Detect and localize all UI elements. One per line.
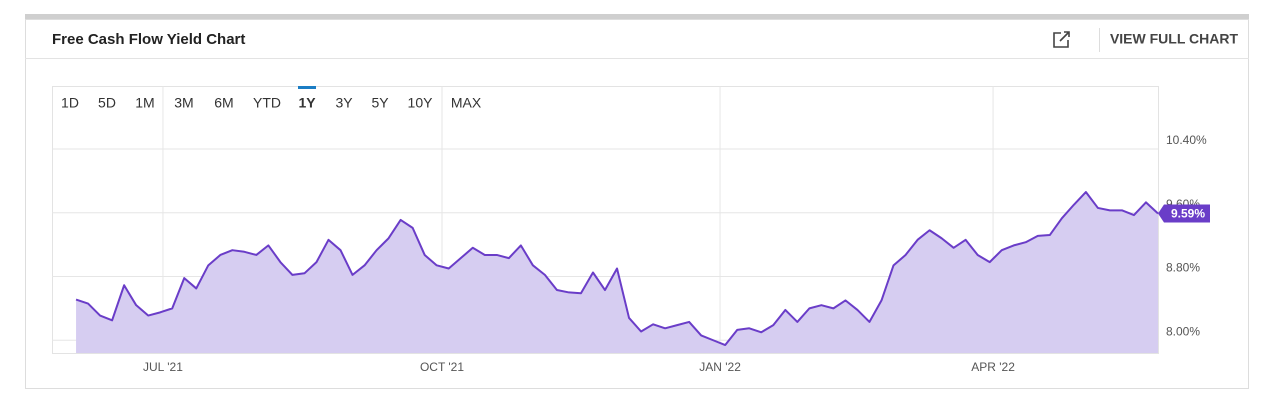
range-button[interactable]: 5Y <box>371 95 389 111</box>
range-button[interactable]: 1Y <box>298 95 316 111</box>
chart-title: Free Cash Flow Yield Chart <box>52 31 245 48</box>
line <box>75 191 1159 347</box>
x-tick-label: OCT '21 <box>420 360 464 374</box>
range-button[interactable]: YTD <box>253 95 281 111</box>
range-selected-bar <box>298 86 316 89</box>
y-tick-label: 8.80% <box>1166 261 1200 275</box>
plot-frame <box>52 86 1159 354</box>
y-tick-label: 10.40% <box>1166 133 1207 147</box>
value-label: 9.59% <box>1171 207 1205 221</box>
range-button[interactable]: 1M <box>135 95 154 111</box>
range-button[interactable]: 3M <box>174 95 193 111</box>
open-icon[interactable] <box>1053 31 1070 48</box>
range-button[interactable]: 1D <box>61 95 79 111</box>
range-button[interactable]: 5D <box>98 95 116 111</box>
card <box>25 19 1249 389</box>
x-tick-label: JAN '22 <box>699 360 741 374</box>
range-button[interactable]: 10Y <box>408 95 434 111</box>
view-full-chart[interactable]: VIEW FULL CHART <box>1110 31 1239 47</box>
value-badge <box>1158 204 1210 223</box>
range-button[interactable]: MAX <box>451 95 482 111</box>
y-tick-label: 8.00% <box>1166 324 1200 338</box>
range-button[interactable]: 3Y <box>335 95 353 111</box>
x-tick-label: APR '22 <box>971 360 1015 374</box>
top-bar <box>25 14 1249 19</box>
range-button[interactable]: 6M <box>214 95 233 111</box>
x-tick-label: JUL '21 <box>143 360 183 374</box>
